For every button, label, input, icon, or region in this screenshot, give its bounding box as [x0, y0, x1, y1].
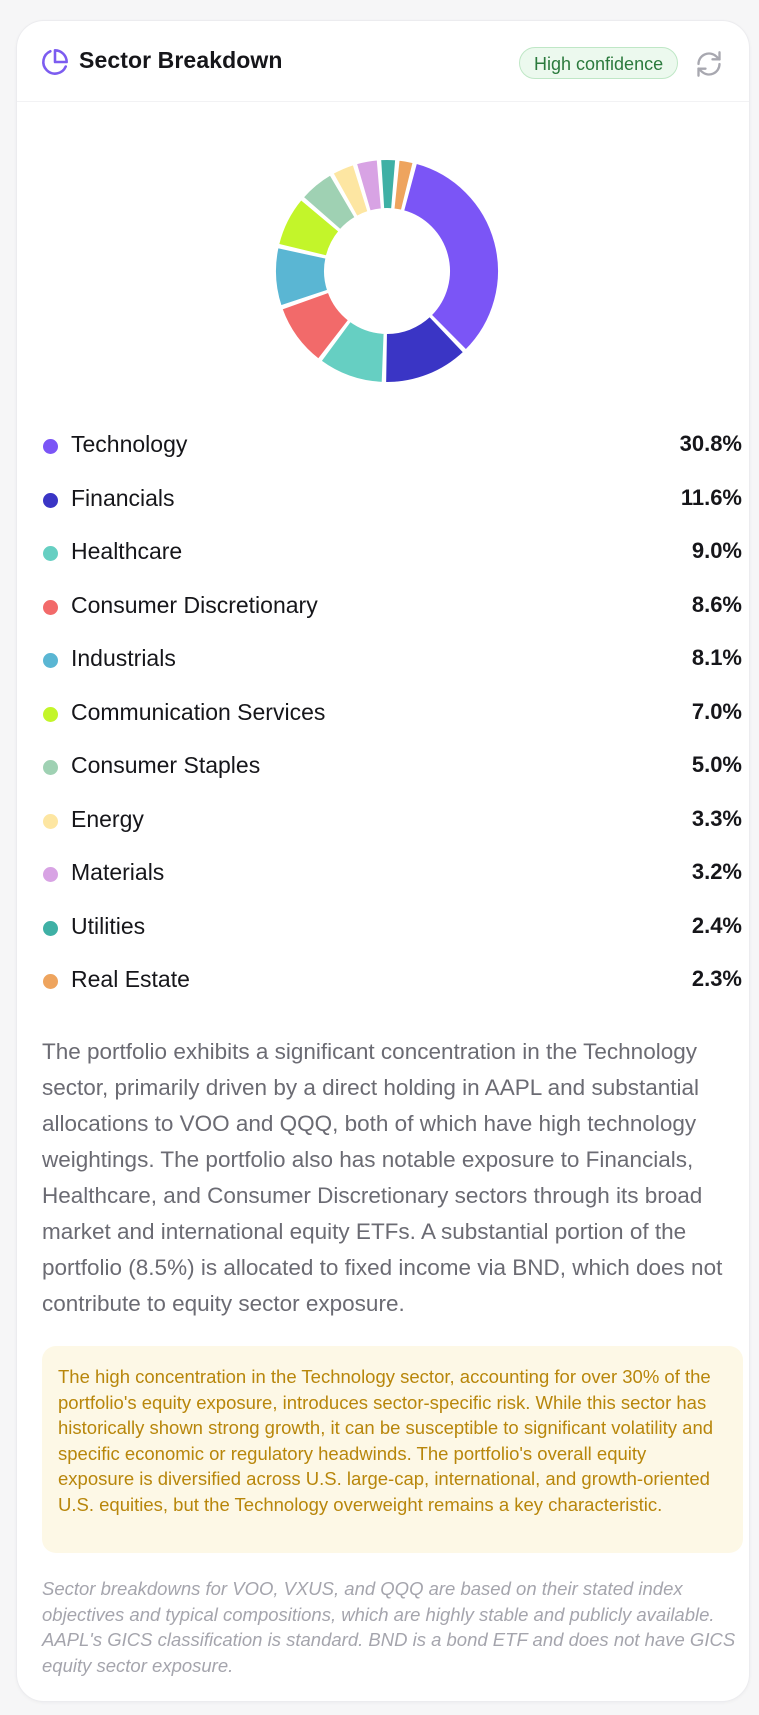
- legend-value: 3.3%: [691, 805, 742, 831]
- donut-slice-utilities: [379, 158, 398, 211]
- legend-item: Consumer Staples 5.0%: [42, 752, 742, 806]
- risk-warning-box: The high concentration in the Technology…: [42, 1346, 743, 1553]
- donut-slice-communication-services: [276, 197, 341, 258]
- donut-slice-materials: [354, 158, 383, 213]
- pie-chart-icon: [42, 49, 68, 75]
- legend-label: Communication Services: [71, 698, 326, 725]
- legend-item: Industrials 8.1%: [42, 645, 742, 699]
- legend-item: Utilities 2.4%: [42, 913, 742, 967]
- legend-item: Financials 11.6%: [42, 485, 742, 539]
- sector-legend: Technology 30.8% Financials 11.6% Healthcare…: [42, 431, 742, 1020]
- legend-dot: [43, 760, 58, 775]
- sector-donut-chart: [274, 158, 500, 384]
- legend-dot: [43, 706, 58, 722]
- legend-label: Energy: [71, 805, 144, 832]
- legend-value: 9.0%: [691, 538, 742, 563]
- legend-label: Industrials: [71, 645, 176, 671]
- legend-item: Energy 3.3%: [42, 806, 742, 860]
- donut-slice-technology: [401, 161, 500, 352]
- legend-value: 30.8%: [679, 431, 742, 456]
- legend-label: Real Estate: [71, 966, 190, 992]
- legend-value: 5.0%: [691, 752, 742, 777]
- legend-dot: [43, 920, 58, 936]
- legend-label: Utilities: [71, 912, 146, 939]
- sector-breakdown-card: Sector Breakdown High confidence Technol…: [16, 20, 750, 1702]
- legend-dot: [43, 974, 58, 989]
- legend-dot: [43, 439, 58, 454]
- legend-item: Healthcare 9.0%: [42, 538, 742, 592]
- legend-dot: [43, 813, 58, 829]
- legend-value: 8.1%: [691, 645, 742, 670]
- methodology-note: Sector breakdowns for VOO, VXUS, and QQQ…: [42, 1578, 736, 1676]
- summary-text: The portfolio exhibits a significant con…: [42, 1039, 723, 1316]
- legend-item: Real Estate 2.3%: [42, 966, 742, 1020]
- legend-value: 2.4%: [691, 912, 742, 938]
- legend-label: Technology: [71, 431, 188, 457]
- legend-value: 2.3%: [691, 966, 742, 991]
- legend-label: Materials: [71, 859, 165, 885]
- legend-label: Consumer Staples: [71, 752, 261, 778]
- legend-value: 8.6%: [691, 591, 742, 617]
- card-title: Sector Breakdown: [79, 47, 283, 73]
- legend-dot: [43, 546, 58, 561]
- legend-label: Healthcare: [71, 538, 183, 564]
- card-header: Sector Breakdown High confidence: [17, 21, 749, 102]
- legend-item: Technology 30.8%: [42, 431, 742, 485]
- legend-label: Financials: [71, 484, 175, 511]
- legend-value: 11.6%: [680, 484, 742, 510]
- donut-slice-healthcare: [319, 319, 386, 384]
- legend-dot: [43, 492, 58, 508]
- legend-dot: [43, 653, 58, 668]
- donut-slice-financials: [384, 314, 466, 384]
- donut-slice-consumer-staples: [301, 173, 358, 232]
- legend-item: Communication Services 7.0%: [42, 699, 742, 753]
- donut-slice-consumer-discretionary: [280, 290, 351, 362]
- legend-value: 3.2%: [691, 859, 742, 884]
- legend-item: Materials 3.2%: [42, 859, 742, 913]
- legend-dot: [43, 599, 58, 615]
- donut-slice-real-estate: [392, 158, 415, 212]
- refresh-icon[interactable]: [695, 50, 723, 78]
- legend-label: Consumer Discretionary: [71, 591, 318, 618]
- legend-item: Consumer Discretionary 8.6%: [42, 592, 742, 646]
- legend-dot: [43, 867, 58, 882]
- confidence-badge: High confidence: [519, 47, 679, 79]
- legend-value: 7.0%: [691, 698, 742, 724]
- donut-slice-energy: [331, 162, 370, 219]
- donut-slice-industrials: [274, 245, 330, 308]
